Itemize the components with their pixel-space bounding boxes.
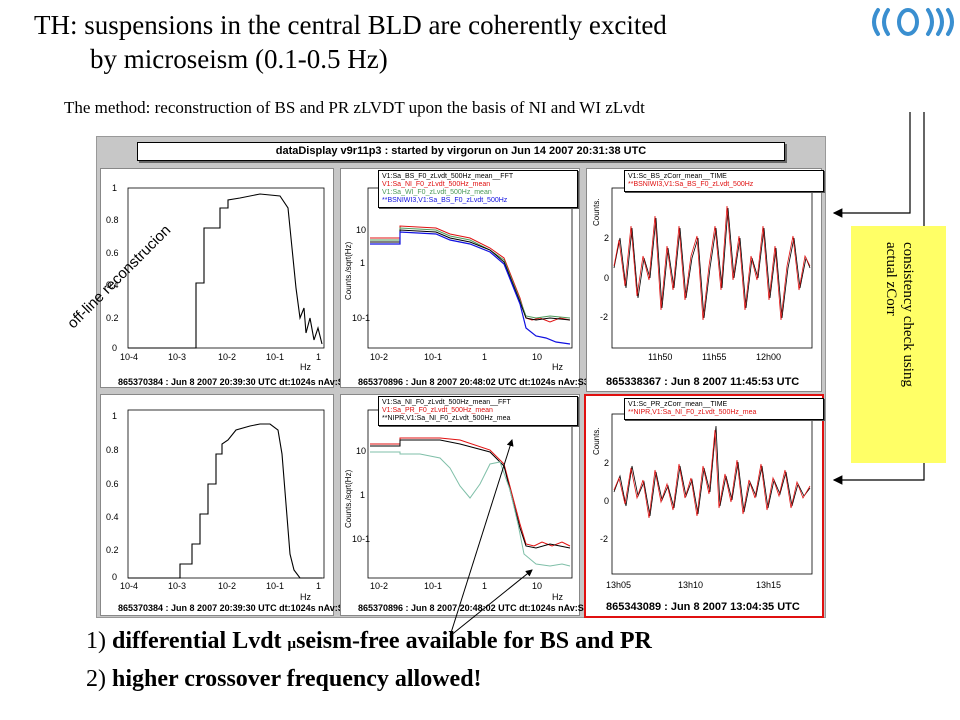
tick-label: 0.6 [106, 479, 119, 489]
tick-label: 10 [532, 352, 543, 362]
tick-label: 10-1 [424, 581, 443, 591]
bullet-number: 1) [86, 628, 106, 654]
tick-label: 10-1 [266, 581, 285, 591]
tick-label: 2 [604, 233, 610, 243]
chart-coherence-pr [127, 409, 325, 579]
legend-entry: V1:Sa_WI_F0_zLvdt_500Hz_mean [382, 189, 492, 196]
plot-bottom-left [100, 394, 334, 616]
bullet-number: 2) [86, 666, 106, 692]
plot-footer: 865370896 : Jun 8 2007 20:48:02 UTC dt:1… [358, 603, 589, 613]
virgo-logo-icon [872, 8, 954, 36]
tick-label: 1 [482, 352, 488, 362]
tick-label: 0.2 [106, 313, 119, 323]
plot-bottom-middle [340, 394, 580, 616]
tick-label: 13h10 [678, 580, 704, 590]
tick-label: 13h05 [606, 580, 632, 590]
bullet-text: seism-free available for BS and PR [296, 628, 652, 654]
tick-label: 1 [112, 183, 118, 193]
tick-label: 2 [604, 458, 610, 468]
consistency-note-box [851, 226, 946, 463]
plot-footer: 865370896 : Jun 8 2007 20:48:02 UTC dt:1… [358, 377, 589, 387]
tick-label: -2 [600, 312, 609, 322]
tick-label: 0 [604, 496, 610, 506]
legend-entry: V1:Sa_PR_F0_zLvdt_500Hz_mean [382, 407, 493, 414]
bullet-point-1: 1) differential Lvdt μseism-free availab… [86, 628, 652, 655]
plot-footer: 865343089 : Jun 8 2007 13:04:35 UTC [606, 601, 800, 613]
pointer-arrows [449, 439, 533, 637]
tick-label: 0 [112, 343, 118, 353]
axis-unit: Hz [552, 362, 563, 372]
bullet-text: higher crossover frequency allowed! [112, 666, 482, 692]
tick-label: 10-2 [218, 352, 237, 362]
tick-label: 10-1 [352, 313, 371, 323]
tick-label: 0.6 [106, 248, 119, 258]
plot-bottom-right [584, 394, 824, 618]
legend-entry: V1:Sc_BS_zCorr_mean__TIME [628, 173, 727, 180]
tick-label: 1 [360, 258, 366, 268]
tick-label: 13h15 [756, 580, 782, 590]
tick-label: 0.4 [106, 512, 119, 522]
legend-entry: **NIPR,V1:Sa_NI_F0_zLvdt_500Hz_mea [628, 409, 757, 416]
legend-entry: **BSNIWI3,V1:Sa_BS_F0_zLvdt_500Hz [628, 181, 754, 188]
slide-title-line2: by microseism (0.1-0.5 Hz) [90, 44, 388, 74]
tick-label: 12h00 [756, 352, 782, 362]
consistency-note-text: consistency check using actual zCorr [883, 242, 916, 387]
tick-label: 0.8 [106, 445, 119, 455]
bullet-point-2: 2) higher crossover frequency allowed! [86, 666, 482, 693]
tick-label: -2 [600, 534, 609, 544]
tick-label: 10 [356, 446, 367, 456]
tick-label: 11h50 [648, 352, 673, 362]
datadisplay-header: dataDisplay v9r11p3 : started by virgoru… [137, 142, 785, 161]
axis-unit: Hz [300, 592, 311, 602]
tick-label: 10-1 [424, 352, 443, 362]
legend-bottom-middle: V1:Sa_NI_F0_zLvdt_500Hz_mean__FFT V1:Sa_… [378, 396, 578, 426]
tick-label: 10-3 [168, 352, 187, 362]
tick-label: 10-1 [352, 534, 371, 544]
tick-label: 0.8 [106, 215, 119, 225]
legend-entry: **BSNIWI3,V1:Sa_BS_F0_zLvdt_500Hz [382, 197, 508, 204]
axis-label-y: Counts./sqrt(Hz) [344, 469, 353, 528]
tick-label: 1 [316, 352, 322, 362]
tick-label: 1 [360, 490, 366, 500]
legend-entry: V1:Sa_NI_F0_zLvdt_500Hz_mean__FFT [382, 399, 511, 406]
tick-label: 10-4 [120, 352, 139, 362]
tick-label: 11h55 [702, 352, 727, 362]
tick-label: 10-4 [120, 581, 139, 591]
method-text: The method: reconstruction of BS and PR … [64, 98, 645, 117]
tick-label: 1 [482, 581, 488, 591]
axis-label-y: Counts. [592, 198, 601, 226]
legend-bottom-right: V1:Sc_PR_zCorr_mean__TIME **NIPR,V1:Sa_N… [624, 398, 824, 420]
slide-title-line1: TH: suspensions in the central BLD are c… [34, 10, 667, 40]
tick-label: 0.2 [106, 545, 119, 555]
tick-label: 10-1 [266, 352, 285, 362]
legend-entry: V1:Sa_NI_F0_zLvdt_500Hz_mean [382, 181, 491, 188]
mu-symbol: μ [287, 636, 297, 652]
tick-label: 10 [532, 581, 543, 591]
legend-entry: V1:Sa_BS_F0_zLvdt_500Hz_mean__FFT [382, 173, 514, 180]
tick-label: 0 [112, 572, 118, 582]
tick-label: 0.4 [106, 280, 119, 290]
axis-unit: Hz [552, 592, 563, 602]
legend-entry: **NIPR,V1:Sa_NI_F0_zLvdt_500Hz_mea [382, 415, 511, 422]
axis-unit: Hz [300, 362, 311, 372]
axis-label-y: Counts. [592, 427, 601, 455]
plot-footer: 865338367 : Jun 8 2007 11:45:53 UTC [606, 376, 800, 388]
tick-label: 10 [356, 225, 367, 235]
tick-label: 10-2 [218, 581, 237, 591]
plot-footer: 865370384 : Jun 8 2007 20:39:30 UTC dt:1… [118, 377, 349, 387]
bullet-text: differential Lvdt [112, 628, 288, 654]
tick-label: 0 [604, 273, 610, 283]
legend-entry: V1:Sc_PR_zCorr_mean__TIME [628, 401, 728, 408]
tick-label: 1 [316, 581, 322, 591]
tick-label: 10-2 [370, 352, 389, 362]
tick-label: 10-2 [370, 581, 389, 591]
tick-label: 10-3 [168, 581, 187, 591]
legend-top-middle: V1:Sa_BS_F0_zLvdt_500Hz_mean__FFT V1:Sa_… [378, 170, 578, 208]
tick-label: 1 [112, 411, 118, 421]
chart-coherence-bs [127, 187, 325, 349]
axis-label-y: Counts./sqrt(Hz) [344, 241, 353, 300]
plot-footer: 865370384 : Jun 8 2007 20:39:30 UTC dt:1… [118, 603, 349, 613]
legend-top-right: V1:Sc_BS_zCorr_mean__TIME **BSNIWI3,V1:S… [624, 170, 824, 192]
